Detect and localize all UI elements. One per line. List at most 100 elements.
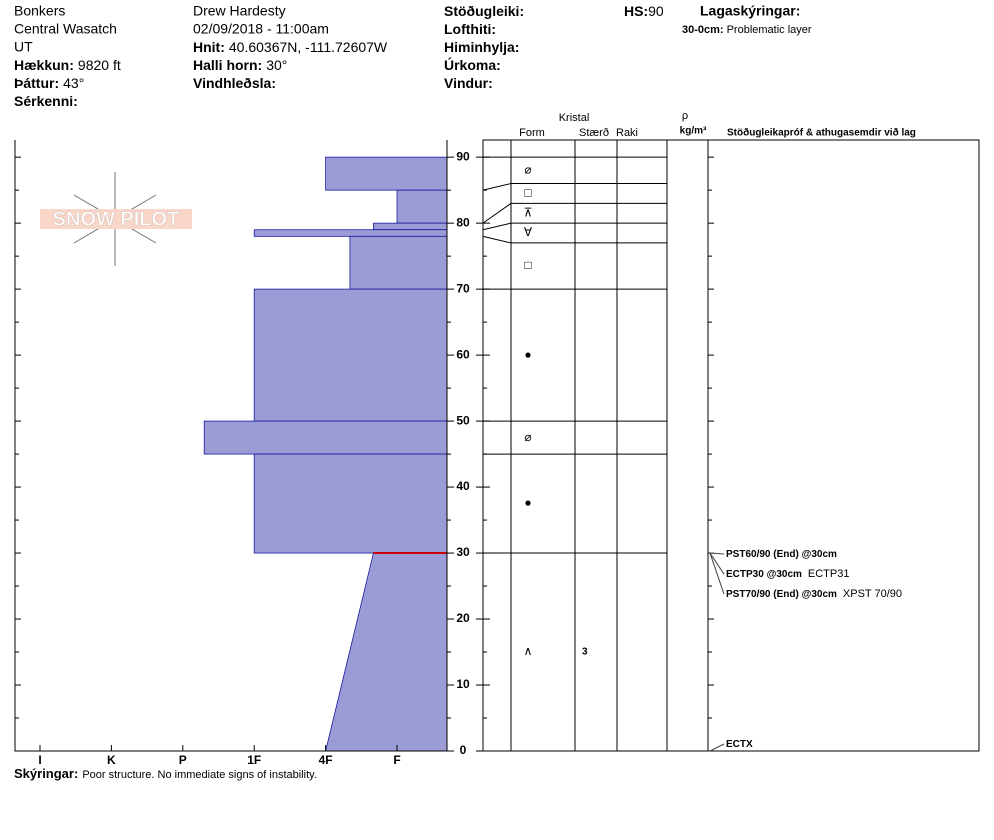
field-label: Þáttur: xyxy=(14,75,59,91)
depth-tick-label: 60 xyxy=(456,347,470,361)
grain-form: ⊼ xyxy=(524,205,533,219)
header-field: Þáttur: 43° xyxy=(14,75,84,91)
column-header: Stærð xyxy=(579,127,609,139)
column-header: Raki xyxy=(616,127,638,139)
depth-tick-label: 70 xyxy=(456,281,470,295)
column-header: Stöðugleikapróf & athugasemdir við lag xyxy=(727,127,916,139)
field-label: Vindhleðsla: xyxy=(193,75,276,91)
field-label: Úrkoma: xyxy=(444,56,501,73)
test-result: ECTX xyxy=(726,739,753,750)
depth-tick-label: 0 xyxy=(460,743,467,757)
hardness-layer xyxy=(203,420,448,455)
field-value: 9820 ft xyxy=(78,57,121,73)
depth-tick-label: 40 xyxy=(456,479,470,493)
logo-text: SNOW PILOT xyxy=(53,208,180,230)
header-field: Vindhleðsla: xyxy=(193,75,276,91)
footer-value: Poor structure. No immediate signs of in… xyxy=(82,769,317,781)
layer-connector xyxy=(482,235,512,244)
layer-connector xyxy=(482,183,512,191)
depth-tick-label: 50 xyxy=(456,413,470,427)
test-note: XPST 70/90 xyxy=(843,588,902,600)
field-label: HS: xyxy=(624,3,648,19)
plot-frame xyxy=(14,140,448,752)
header-field: Stöðugleiki: xyxy=(444,3,524,19)
layer-table-frame xyxy=(482,139,980,752)
hardness-tick-label: 4F xyxy=(319,753,333,767)
grain-form: □ xyxy=(524,186,531,200)
field-value: 43° xyxy=(63,75,84,91)
header-field: Sérkenni: xyxy=(14,93,78,109)
field-value: 90 xyxy=(648,3,664,19)
field-label: Hnit: xyxy=(193,39,225,55)
hardness-layer xyxy=(253,288,448,422)
hardness-tick-label: P xyxy=(179,753,187,767)
field-label: Sérkenni: xyxy=(14,93,78,109)
grain-form: ● xyxy=(524,496,531,510)
legend-title: Lagaskýringar: xyxy=(700,3,800,19)
column-header: Kristal xyxy=(559,112,590,124)
test-note: ECTP31 xyxy=(808,568,850,580)
hardness-tick-label: F xyxy=(393,753,400,767)
header-text: Bonkers xyxy=(14,3,65,19)
field-label: Vindur: xyxy=(444,75,493,91)
header-text: UT xyxy=(14,39,33,55)
test-arrow xyxy=(709,552,725,555)
grain-form: ∧ xyxy=(524,644,533,658)
header-field: Lofthiti: xyxy=(444,21,496,37)
test-name: PST60/90 (End) @30cm xyxy=(726,549,837,560)
hardness-tick-label: 1F xyxy=(247,753,261,767)
grain-form: ⌀ xyxy=(524,163,531,177)
hardness-layer xyxy=(253,453,448,554)
hardness-layer xyxy=(253,229,448,237)
footer-label: Skýringar: xyxy=(14,766,78,781)
test-arrow xyxy=(709,743,725,752)
header-text: 02/09/2018 - 11:00am xyxy=(193,21,329,37)
depth-tick-label: 80 xyxy=(456,215,470,229)
header-field: Vindur: xyxy=(444,75,493,91)
header-field: Hnit: 40.60367N, -111.72607W xyxy=(193,39,388,55)
header-text: Drew Hardesty xyxy=(193,3,286,19)
hardness-tick-label: K xyxy=(107,753,116,767)
legend-value: Problematic layer xyxy=(727,24,812,36)
test-name: ECTP30 @30cm xyxy=(726,569,802,580)
depth-tick-label: 90 xyxy=(456,149,470,163)
header-text: Central Wasatch xyxy=(14,21,117,37)
test-name: ECTX xyxy=(726,739,753,750)
depth-tick-label: 10 xyxy=(456,677,470,691)
header-field: Himinhylja: xyxy=(444,39,519,55)
depth-tick-label: 30 xyxy=(456,545,470,559)
test-result: PST70/90 (End) @30cm XPST 70/90 xyxy=(726,588,902,600)
hardness-layer xyxy=(325,552,448,752)
logo-band xyxy=(40,209,192,229)
column-header: kg/m³ xyxy=(680,126,707,137)
test-result: PST60/90 (End) @30cm xyxy=(726,549,837,560)
grain-form: ⌀ xyxy=(524,430,531,444)
legend-label: 30-0cm: xyxy=(682,24,724,36)
header-field: Úrkoma: xyxy=(444,56,501,73)
header-field: Halli horn: 30° xyxy=(193,57,287,73)
hardness-layer xyxy=(349,235,448,290)
column-header: ρ xyxy=(682,110,688,122)
hardness-layer xyxy=(373,222,448,231)
hardness-layer xyxy=(396,189,448,224)
field-value: 40.60367N, -111.72607W xyxy=(229,39,388,55)
hardness-layer xyxy=(325,156,448,191)
legend-item: 30-0cm: Problematic layer xyxy=(682,24,812,36)
footer: Skýringar: Poor structure. No immediate s… xyxy=(14,766,317,781)
field-label: Hækkun: xyxy=(14,57,74,73)
column-header: Form xyxy=(519,127,545,139)
grain-size: 3 xyxy=(582,647,588,658)
test-arrow xyxy=(709,552,725,595)
test-result: ECTP30 @30cm ECTP31 xyxy=(726,568,849,580)
grain-form: ∀ xyxy=(524,225,533,239)
field-label: Halli horn: xyxy=(193,57,262,73)
logo: SNOW PILOT xyxy=(40,172,192,266)
hardness-tick-label: I xyxy=(38,753,41,767)
test-name: PST70/90 (End) @30cm xyxy=(726,589,837,600)
field-value: 30° xyxy=(266,57,287,73)
depth-tick-label: 20 xyxy=(456,611,470,625)
grain-form: □ xyxy=(524,258,531,272)
test-arrow xyxy=(709,552,725,575)
header-field: Hækkun: 9820 ft xyxy=(14,57,121,73)
